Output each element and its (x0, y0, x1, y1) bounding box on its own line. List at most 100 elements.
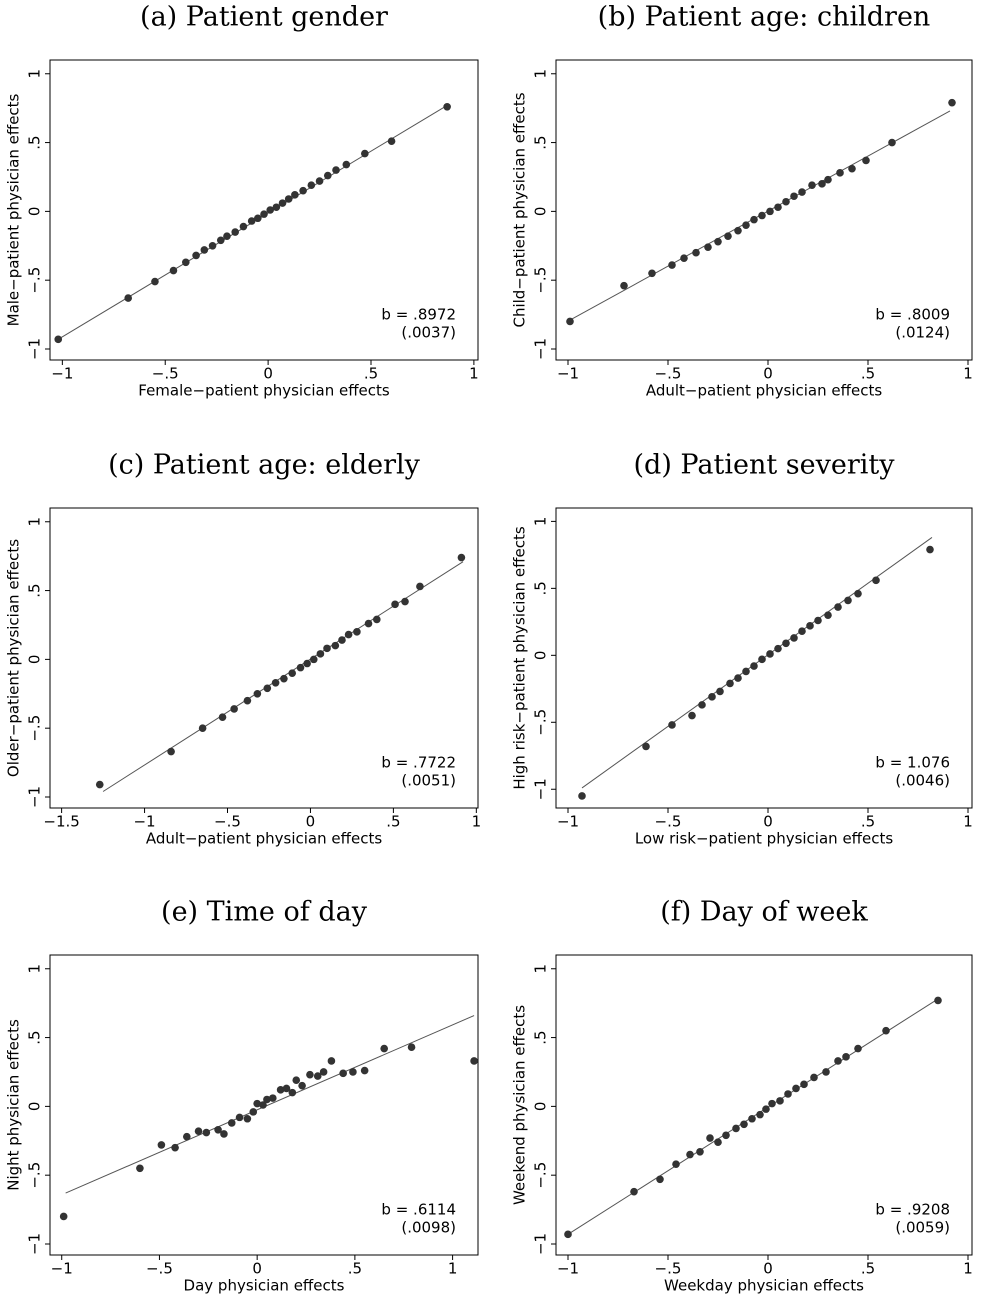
x-tick-label: −.5 (655, 1260, 682, 1278)
point (768, 1099, 776, 1108)
x-tick-label: −.5 (655, 813, 682, 831)
point (282, 1084, 291, 1093)
y-tick-label: 0 (532, 1102, 550, 1112)
point (253, 1099, 261, 1108)
y-tick-label: −.5 (26, 267, 44, 294)
y-tick-label: 1 (26, 517, 44, 527)
point (834, 1057, 842, 1065)
annotation: (.0124) (895, 324, 950, 342)
point (271, 678, 280, 687)
x-tick-label: 1 (472, 813, 482, 831)
point (800, 1080, 808, 1089)
x-tick-label: 0 (763, 365, 773, 383)
point (338, 636, 346, 644)
point (171, 1143, 179, 1152)
point (136, 1164, 144, 1173)
y-tick-label: −1 (532, 778, 550, 800)
y-tick-label: .5 (532, 1030, 550, 1044)
y-axis-label: Older−patient physician effects (5, 539, 23, 777)
point (254, 214, 262, 223)
x-tick-label: 1 (963, 1260, 973, 1278)
point (183, 1132, 191, 1141)
point (151, 277, 159, 286)
fit-line (65, 1015, 475, 1194)
point (686, 1150, 694, 1159)
x-tick-label: 0 (306, 813, 316, 831)
point (798, 188, 806, 196)
point (214, 1125, 222, 1134)
annotation: b = .7722 (381, 754, 456, 772)
point (291, 191, 299, 199)
plot-frame (49, 954, 479, 1256)
panel-title: (c) Patient age: elderly (108, 450, 421, 481)
y-tick-label: −1 (26, 1233, 44, 1255)
panel-title: (a) Patient gender (140, 2, 388, 33)
y-axis-label: Night physician effects (5, 1019, 23, 1191)
point (692, 248, 700, 257)
point (862, 156, 870, 165)
point (200, 246, 209, 254)
y-tick-label: 0 (26, 207, 44, 217)
point (59, 1212, 68, 1221)
plot-frame (49, 507, 479, 809)
x-axis-label: Day physician effects (184, 1277, 345, 1295)
point (872, 576, 880, 585)
point (854, 589, 862, 598)
x-tick-label: −1 (51, 365, 73, 383)
x-tick-label: −1 (133, 813, 155, 831)
x-tick-label: 1 (469, 365, 479, 383)
point (564, 1230, 572, 1239)
point (688, 711, 696, 720)
point (822, 1068, 830, 1076)
x-tick-label: 0 (263, 365, 273, 383)
point (642, 742, 650, 751)
annotation: (.0046) (895, 772, 950, 790)
plot-frame (555, 954, 973, 1256)
y-tick-label: 1 (532, 517, 550, 527)
y-tick-label: −1 (26, 338, 44, 360)
x-axis-label: Female−patient physician effects (138, 382, 390, 400)
point (443, 102, 451, 111)
point (790, 192, 798, 201)
y-tick-label: .5 (26, 135, 44, 149)
y-tick-label: 0 (26, 1102, 44, 1112)
point (734, 674, 742, 682)
point (313, 1072, 322, 1080)
point (259, 1101, 267, 1109)
point (882, 1026, 890, 1035)
point (824, 175, 832, 184)
x-tick-label: .5 (386, 813, 400, 831)
point (247, 217, 256, 225)
x-tick-label: −1 (557, 1260, 579, 1278)
point (298, 1081, 306, 1090)
point (303, 659, 311, 668)
point (316, 650, 325, 658)
y-tick-label: 1 (532, 964, 550, 974)
y-tick-label: 0 (532, 207, 550, 217)
point (307, 181, 316, 190)
point (344, 630, 353, 639)
y-tick-label: −1 (26, 786, 44, 808)
point (722, 1131, 730, 1140)
point (714, 1138, 722, 1146)
point (327, 1057, 336, 1065)
point (284, 195, 293, 203)
point (648, 269, 656, 278)
x-tick-label: −.5 (152, 365, 179, 383)
point (756, 1110, 764, 1119)
point (934, 996, 942, 1005)
point (696, 1147, 704, 1156)
point (387, 137, 396, 145)
point (169, 266, 178, 275)
point (309, 655, 318, 664)
point (578, 792, 586, 800)
x-tick-label: −.5 (655, 365, 682, 383)
x-tick-label: .5 (364, 365, 378, 383)
point (223, 232, 231, 240)
point (726, 679, 734, 688)
x-tick-label: .5 (861, 813, 875, 831)
fit-line (581, 537, 933, 789)
x-tick-label: −.5 (146, 1260, 173, 1278)
y-tick-label: 1 (26, 69, 44, 79)
point (706, 1134, 714, 1142)
